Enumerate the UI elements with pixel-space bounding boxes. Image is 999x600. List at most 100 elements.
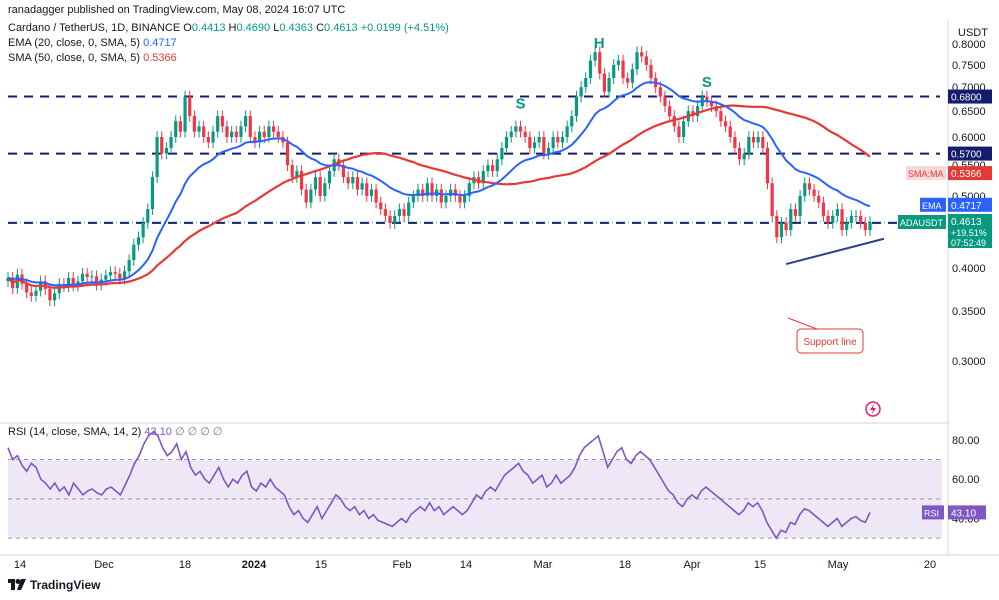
candle-body xyxy=(467,183,471,196)
candle-body xyxy=(383,209,388,216)
ema-legend-value: 0.4717 xyxy=(143,37,177,49)
high-value: 0.4690 xyxy=(236,22,271,34)
candle-body xyxy=(481,171,485,184)
candle-body xyxy=(518,126,523,132)
time-tick-label: 15 xyxy=(315,559,327,571)
candle-body xyxy=(658,87,662,97)
candle-body xyxy=(635,52,639,70)
candle-body xyxy=(537,137,541,143)
close-value: 0.4613 xyxy=(324,22,358,34)
candle-body xyxy=(640,52,644,57)
candle-body xyxy=(211,131,215,143)
candle-body xyxy=(598,52,602,74)
time-tick-label: Mar xyxy=(534,559,553,571)
ema-tag-value: 0.4717 xyxy=(951,201,982,212)
sma-legend[interactable]: SMA (50, close, 0, SMA, 5) 0.5366 xyxy=(8,52,177,64)
symbol-label: Cardano / TetherUS, 1D, BINANCE xyxy=(8,22,181,34)
candle-body xyxy=(365,183,369,196)
publisher-credit: ranadagger published on TradingView.com,… xyxy=(8,4,346,16)
candle-body xyxy=(859,215,863,223)
candle-body xyxy=(831,215,835,223)
candle-body xyxy=(560,137,565,143)
candle-body xyxy=(225,126,229,138)
candle-body xyxy=(742,153,746,160)
candle-body xyxy=(821,202,826,216)
level-0680-tag-bg xyxy=(948,89,992,104)
candle-body xyxy=(309,189,313,203)
candle-body xyxy=(197,126,201,132)
sma-value-bg xyxy=(948,166,992,181)
candle-body xyxy=(672,116,676,127)
candle-body xyxy=(202,126,206,138)
rsi-tag-value: 43.10 xyxy=(951,508,976,519)
candle-body xyxy=(304,189,308,203)
time-tick-label: 15 xyxy=(754,559,766,571)
candle-body xyxy=(94,276,99,285)
candle-body xyxy=(244,116,248,127)
time-tick-label: Apr xyxy=(683,559,700,571)
price-tick-label: 0.3500 xyxy=(952,306,986,318)
candle-body xyxy=(118,273,122,279)
candle-body xyxy=(248,116,252,138)
candle-body xyxy=(812,189,816,196)
candle-body xyxy=(108,272,113,276)
candle-body xyxy=(299,171,304,190)
ema-legend[interactable]: EMA (20, close, 0, SMA, 5) 0.4717 xyxy=(8,37,177,49)
candle-body xyxy=(136,237,141,245)
rsi-line xyxy=(7,430,871,540)
candle-body xyxy=(733,137,737,148)
candle-body xyxy=(696,106,700,117)
low-value: 0.4363 xyxy=(279,22,313,34)
rsi-legend[interactable]: RSI (14, close, SMA, 14, 2) 43.10 ∅ ∅ ∅ … xyxy=(8,426,223,438)
candle-body xyxy=(565,126,569,138)
candle-body xyxy=(453,189,457,196)
candle-body xyxy=(490,165,495,172)
candle-body xyxy=(803,183,807,196)
candle-body xyxy=(863,222,867,230)
candle-body xyxy=(253,137,257,143)
candle-body xyxy=(807,183,812,190)
candle-body xyxy=(313,177,318,190)
candle-body xyxy=(127,260,131,272)
candle-body xyxy=(188,96,192,117)
candle-body xyxy=(85,273,89,278)
candle-body xyxy=(290,165,294,178)
candle-body xyxy=(761,137,765,148)
candle-body xyxy=(840,209,844,230)
open-value: 0.4413 xyxy=(191,22,226,34)
price-tag-change: +19.51% xyxy=(951,228,987,238)
candle-body xyxy=(602,73,607,92)
candle-body xyxy=(113,272,117,274)
candle-body xyxy=(411,195,415,203)
ema-20-line xyxy=(7,81,871,287)
candle-body xyxy=(192,116,196,132)
sma-tag-name: SMA:MA xyxy=(908,169,944,179)
candle-body xyxy=(48,288,52,301)
candle-body xyxy=(532,142,537,148)
candle-body xyxy=(393,215,397,223)
price-tick-label: 0.4000 xyxy=(952,263,986,275)
price-tag-timer: 07:52:49 xyxy=(951,238,986,248)
time-tick-label: 18 xyxy=(179,559,191,571)
candle-body xyxy=(705,96,709,102)
tradingview-logo[interactable]: TradingView xyxy=(8,578,100,592)
candle-body xyxy=(747,137,751,154)
symbol-tag-name: ADAUSDT xyxy=(900,218,944,228)
tradingview-logo-icon xyxy=(8,579,26,590)
candle-body xyxy=(34,290,38,296)
candle-body xyxy=(612,64,616,79)
time-tick-label: May xyxy=(828,559,849,571)
candle-body xyxy=(765,147,770,184)
candle-body xyxy=(146,209,150,223)
time-tick-label: Dec xyxy=(94,559,114,571)
candle-body xyxy=(80,273,85,282)
candle-body xyxy=(854,215,858,217)
candle-body xyxy=(407,202,411,216)
time-tick-label: 14 xyxy=(14,559,26,571)
candle-body xyxy=(160,137,164,154)
candle-body xyxy=(868,221,872,230)
ema-name-bg xyxy=(920,197,946,212)
candle-body xyxy=(155,137,159,178)
candle-body xyxy=(574,96,579,117)
